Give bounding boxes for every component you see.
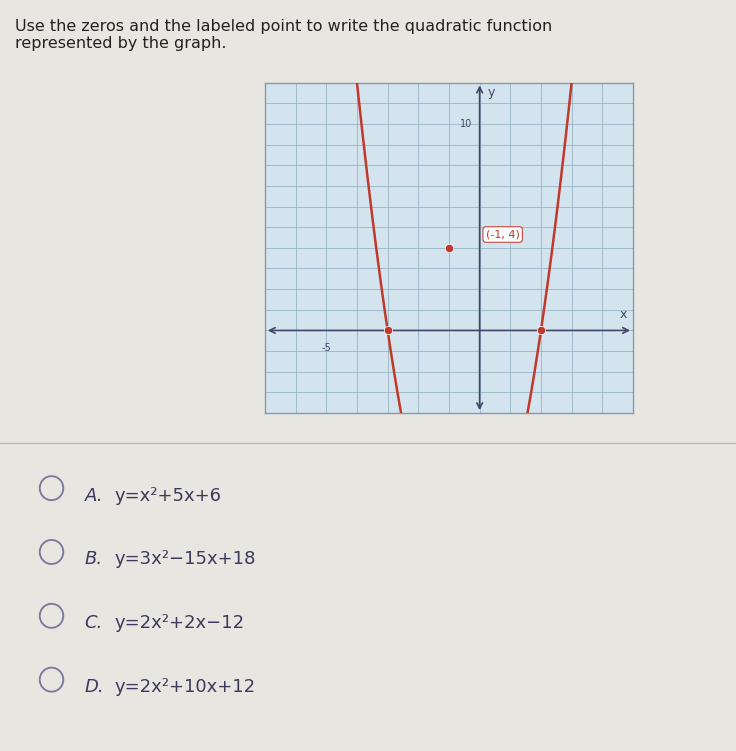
Text: y=3x²−15x+18: y=3x²−15x+18 [114, 550, 255, 569]
Text: 10: 10 [460, 119, 472, 129]
Text: D.: D. [85, 678, 105, 696]
Text: y=x²+5x+6: y=x²+5x+6 [114, 487, 221, 505]
Text: y=2x²+2x−12: y=2x²+2x−12 [114, 614, 244, 632]
Text: y=2x²+10x+12: y=2x²+10x+12 [114, 678, 255, 696]
Text: -5: -5 [322, 342, 331, 353]
Text: A.: A. [85, 487, 103, 505]
Text: (-1, 4): (-1, 4) [486, 230, 520, 240]
Text: y: y [487, 86, 495, 98]
Text: Use the zeros and the labeled point to write the quadratic function
represented : Use the zeros and the labeled point to w… [15, 19, 552, 51]
Text: B.: B. [85, 550, 103, 569]
Text: C.: C. [85, 614, 103, 632]
Text: x: x [620, 308, 627, 321]
